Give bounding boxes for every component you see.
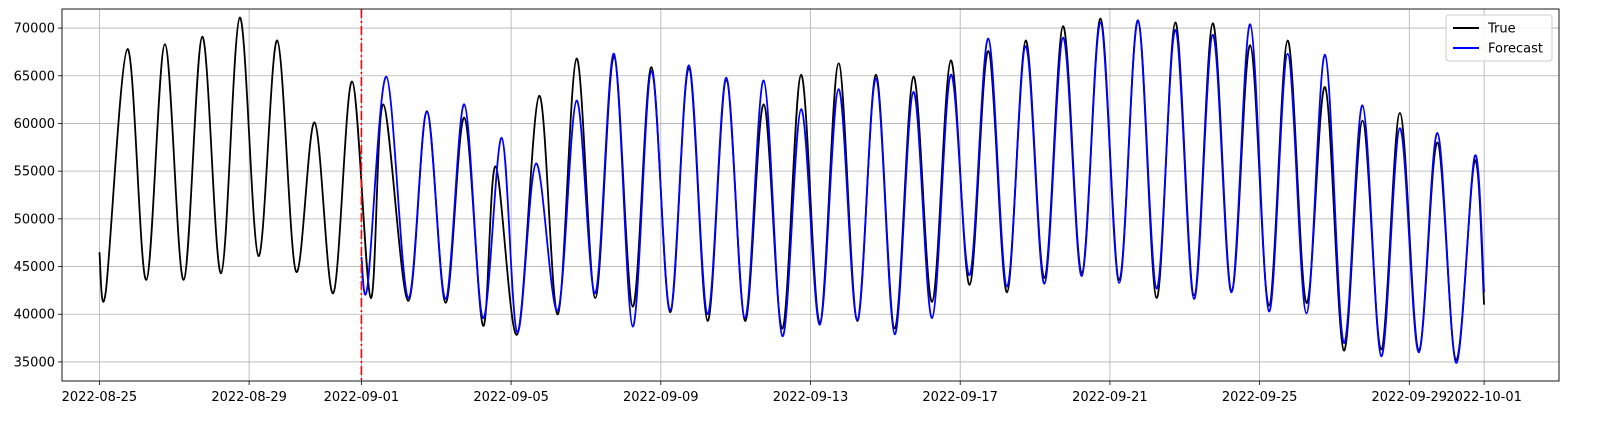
y-tick-label: 50000 [14,212,55,227]
x-tick-label: 2022-09-01 [324,390,400,405]
legend-label-true: True [1487,22,1516,37]
y-tick-label: 70000 [14,22,55,37]
x-tick-label: 2022-09-29 [1372,390,1448,405]
y-tick-label: 65000 [14,69,55,84]
legend-label-forecast: Forecast [1488,42,1543,57]
legend: True Forecast [1445,14,1553,62]
x-tick-label: 2022-09-09 [623,390,699,405]
x-axis: 2022-08-25 2022-08-29 2022-09-01 2022-09-05… [62,381,1522,405]
series-line-forecast [360,19,1485,364]
x-tick-label: 2022-09-13 [773,390,849,405]
y-tick-label: 35000 [14,355,55,370]
x-tick-label: 2022-08-29 [211,390,287,405]
y-tick-label: 45000 [14,260,55,275]
y-tick-label: 55000 [14,165,55,180]
x-tick-label: 2022-10-01 [1446,390,1522,405]
x-tick-label: 2022-09-05 [473,390,549,405]
y-tick-label: 40000 [14,308,55,323]
x-tick-label: 2022-09-21 [1072,390,1148,405]
x-tick-label: 2022-09-17 [922,390,998,405]
y-tick-label: 60000 [14,117,55,132]
series-layer [98,16,1485,364]
legend-box [1445,14,1553,62]
x-tick-label: 2022-08-25 [62,390,138,405]
x-tick-label: 2022-09-25 [1222,390,1298,405]
y-axis: 35000 40000 45000 50000 55000 60000 65000 70000 [14,22,62,370]
